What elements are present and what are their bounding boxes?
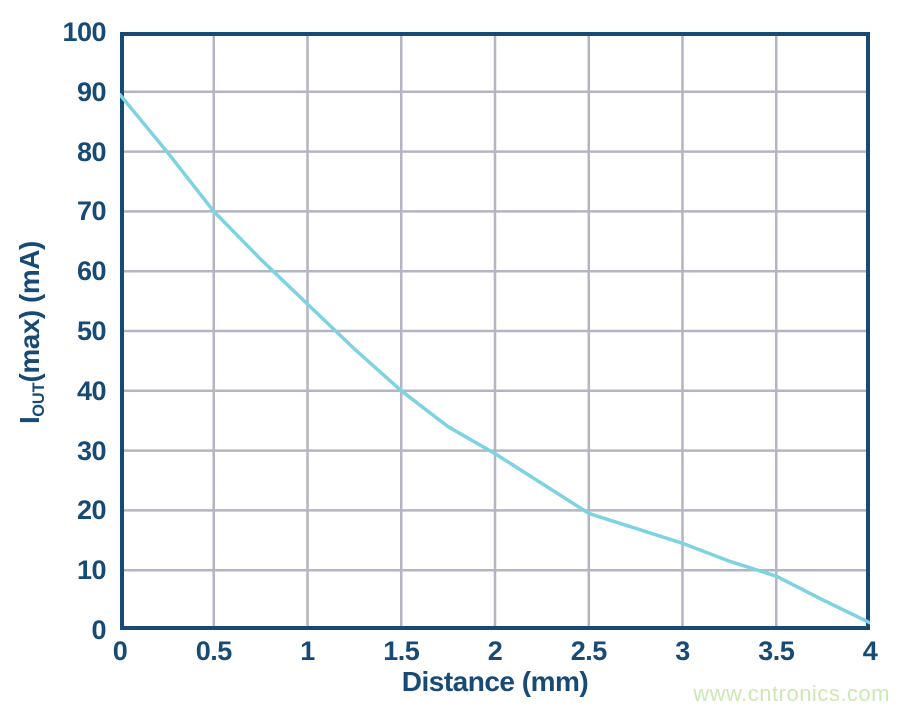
y-tick-label: 70 — [76, 196, 107, 227]
x-tick-label: 1 — [300, 636, 315, 666]
y-tick-label: 90 — [76, 76, 107, 107]
y-tick-label: 0 — [91, 615, 106, 645]
plot-area — [120, 32, 870, 630]
x-tick-label: 4 — [862, 636, 878, 666]
y-tick-label: 80 — [76, 136, 107, 167]
y-tick-label: 10 — [76, 555, 107, 586]
x-tick-label: 0.5 — [195, 636, 233, 666]
x-tick-label: 3.5 — [758, 636, 795, 666]
plot-frame — [120, 32, 870, 630]
y-axis-title-base: I — [14, 416, 45, 424]
y-tick-label: 20 — [76, 495, 107, 526]
x-tick-label: 2 — [487, 636, 503, 666]
x-tick-label: 2.5 — [570, 636, 608, 666]
y-tick-label: 60 — [76, 256, 107, 287]
x-tick-label: 1.5 — [383, 636, 420, 666]
y-tick-label: 40 — [76, 375, 107, 406]
y-tick-label: 50 — [76, 316, 107, 346]
x-tick-label: 3 — [675, 636, 690, 666]
data-curve — [120, 93, 870, 625]
y-tick-label: 30 — [76, 435, 107, 466]
x-tick-label: 0 — [112, 636, 128, 666]
y-tick-label: 100 — [62, 17, 106, 47]
x-axis-title: Distance (mm) — [401, 666, 589, 697]
watermark: www.cntronics.com — [693, 681, 890, 706]
